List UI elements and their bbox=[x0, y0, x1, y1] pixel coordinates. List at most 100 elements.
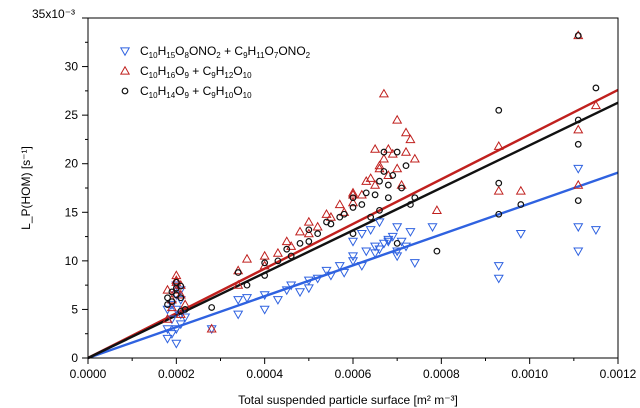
point-triangle-up bbox=[400, 146, 412, 156]
point-circle bbox=[358, 201, 366, 208]
point-circle bbox=[389, 171, 397, 179]
point-circle bbox=[574, 197, 582, 205]
point-triangle-down bbox=[166, 330, 177, 339]
point-circle bbox=[376, 206, 383, 214]
y-tick-label: 25 bbox=[65, 108, 79, 122]
legend: C10H15O8ONO2 + C9H11O7ONO2 C10H16O9 + C9… bbox=[119, 44, 311, 100]
point-circle bbox=[349, 204, 357, 211]
point-triangle-down bbox=[286, 281, 297, 291]
point-circle bbox=[495, 179, 503, 187]
point-triangle-up bbox=[303, 228, 314, 238]
point-circle bbox=[172, 291, 180, 299]
point-triangle-up bbox=[431, 205, 442, 214]
point-triangle-down bbox=[303, 284, 314, 294]
point-triangle-up bbox=[259, 250, 270, 260]
point-triangle-down bbox=[356, 230, 367, 239]
point-circle bbox=[283, 245, 291, 253]
point-triangle-down bbox=[281, 286, 292, 296]
point-triangle-down bbox=[383, 235, 394, 245]
point-triangle-up bbox=[321, 209, 332, 218]
point-circle bbox=[314, 230, 322, 238]
point-circle bbox=[261, 272, 269, 279]
y-tick-label: 5 bbox=[71, 302, 78, 316]
point-circle bbox=[574, 32, 582, 39]
point-triangle-down bbox=[573, 164, 584, 174]
point-triangle-down bbox=[272, 296, 283, 305]
point-circle bbox=[411, 194, 419, 202]
point-triangle-down bbox=[206, 325, 217, 335]
point-circle bbox=[340, 210, 348, 218]
point-triangle-up bbox=[272, 247, 283, 257]
point-triangle-up bbox=[370, 179, 381, 189]
point-triangle-down bbox=[365, 226, 376, 235]
point-triangle-down bbox=[259, 291, 270, 301]
legend-marker-circle bbox=[121, 87, 129, 95]
point-triangle-down bbox=[573, 223, 584, 233]
point-triangle-up bbox=[383, 143, 394, 153]
point-triangle-down bbox=[162, 305, 173, 315]
point-triangle-down bbox=[409, 259, 420, 269]
point-triangle-down bbox=[383, 237, 394, 247]
point-circle bbox=[164, 294, 171, 302]
point-triangle-down bbox=[515, 230, 526, 239]
point-circle bbox=[177, 282, 185, 290]
point-triangle-down bbox=[259, 305, 270, 315]
point-circle bbox=[274, 257, 282, 265]
point-circle bbox=[261, 259, 269, 267]
legend-label-c10h14o9: C10H14O9 + C9H10O10 bbox=[140, 84, 252, 100]
point-triangle-up bbox=[387, 148, 398, 158]
point-circle bbox=[402, 162, 410, 170]
point-triangle-up bbox=[286, 241, 297, 250]
point-circle bbox=[172, 278, 180, 286]
data-points bbox=[162, 30, 601, 349]
point-circle bbox=[349, 230, 357, 238]
x-tick-label: 0.0010 bbox=[511, 367, 548, 381]
point-triangle-down bbox=[347, 257, 359, 267]
point-circle bbox=[517, 201, 525, 208]
point-triangle-down bbox=[303, 276, 314, 286]
legend-entry-c10h14o9: C10H14O9 + C9H10O10 bbox=[121, 84, 252, 100]
point-triangle-down bbox=[233, 296, 244, 305]
point-triangle-up bbox=[392, 163, 403, 173]
point-triangle-down bbox=[400, 242, 412, 252]
point-triangle-down bbox=[171, 325, 182, 335]
point-triangle-down bbox=[175, 310, 186, 320]
point-triangle-down bbox=[361, 247, 372, 257]
y-tick-label: 0 bbox=[71, 351, 78, 365]
point-circle bbox=[592, 84, 600, 92]
point-triangle-up bbox=[180, 299, 191, 309]
x-tick-label: 0.0012 bbox=[600, 367, 637, 381]
point-triangle-up bbox=[515, 185, 526, 195]
point-circle bbox=[376, 177, 383, 185]
point-triangle-up bbox=[365, 173, 376, 182]
y-multiplier-label: 35x10⁻³ bbox=[32, 7, 75, 21]
point-triangle-up bbox=[405, 134, 416, 144]
point-triangle-down bbox=[334, 262, 345, 271]
point-circle bbox=[393, 148, 401, 156]
legend-entry-c10h16o9: C10H16O9 + C9H12O10 bbox=[119, 64, 252, 80]
point-circle bbox=[574, 116, 582, 124]
x-tick-label: 0.0000 bbox=[70, 367, 107, 381]
point-triangle-up bbox=[347, 187, 359, 197]
point-circle bbox=[407, 201, 414, 208]
point-triangle-up bbox=[493, 141, 504, 150]
point-circle bbox=[362, 189, 370, 197]
y-tick-label: 10 bbox=[65, 254, 79, 268]
point-triangle-down bbox=[392, 223, 403, 233]
point-triangle-up bbox=[573, 179, 584, 189]
point-triangle-up bbox=[162, 313, 173, 323]
point-triangle-up bbox=[409, 153, 420, 163]
point-circle bbox=[495, 106, 503, 114]
point-circle bbox=[393, 239, 401, 247]
point-circle bbox=[384, 181, 392, 189]
point-triangle-down bbox=[392, 252, 403, 262]
point-circle bbox=[371, 191, 379, 199]
point-circle bbox=[574, 140, 582, 148]
point-circle bbox=[305, 226, 313, 234]
point-triangle-down bbox=[396, 237, 407, 247]
point-triangle-up bbox=[233, 279, 244, 289]
y-tick-label: 20 bbox=[65, 157, 79, 171]
point-triangle-up bbox=[325, 211, 336, 221]
point-triangle-down bbox=[573, 247, 584, 257]
